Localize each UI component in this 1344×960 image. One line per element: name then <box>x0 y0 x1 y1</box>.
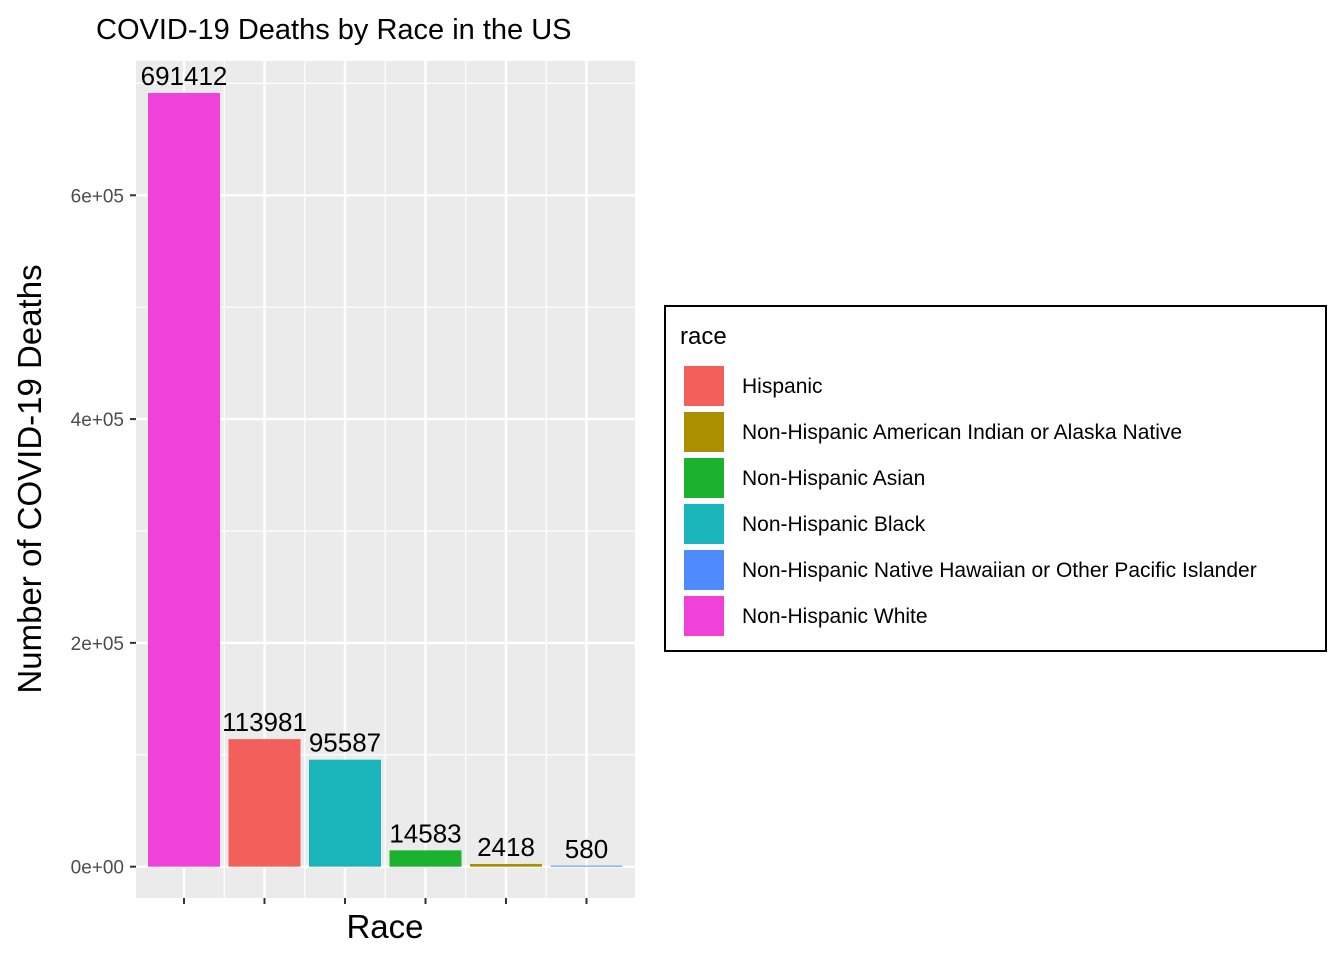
legend-title: race <box>680 323 727 350</box>
legend-label: Non-Hispanic White <box>742 605 928 628</box>
legend: race Hispanic Non-Hispanic American Indi… <box>664 305 1327 652</box>
bar-data-label: 580 <box>565 834 608 864</box>
legend-label: Non-Hispanic Black <box>742 513 926 536</box>
y-tick-label: 4e+05 <box>71 410 124 431</box>
legend-item-black: Non-Hispanic Black <box>682 502 1322 546</box>
legend-label: Hispanic <box>742 375 823 398</box>
y-tick-label: 0e+00 <box>71 858 124 879</box>
legend-item-american-indian: Non-Hispanic American Indian or Alaska N… <box>682 410 1322 454</box>
bar <box>550 865 623 867</box>
legend-label: Non-Hispanic American Indian or Alaska N… <box>742 421 1183 444</box>
legend-key-american-indian <box>682 410 726 454</box>
bar-data-label: 2418 <box>477 832 535 862</box>
bar <box>228 739 301 867</box>
y-axis-title: Number of COVID-19 Deaths <box>11 264 48 693</box>
y-axis: 0e+00 2e+05 4e+05 6e+05 <box>71 186 588 904</box>
chart-title: COVID-19 Deaths by Race in the US <box>96 14 571 46</box>
legend-label: Non-Hispanic Asian <box>742 467 926 490</box>
legend-key-pacific-islander <box>682 548 726 592</box>
y-tick-label: 6e+05 <box>71 186 124 207</box>
bar <box>148 92 220 867</box>
legend-key-black <box>682 502 726 546</box>
bar-data-label: 95587 <box>309 728 381 758</box>
legend-key-white <box>682 594 726 638</box>
bar <box>470 863 542 867</box>
bar-data-label: 691412 <box>141 61 228 91</box>
bar <box>389 850 462 867</box>
bar-data-label: 113981 <box>222 707 307 737</box>
bars <box>148 92 623 867</box>
bar <box>309 759 381 867</box>
legend-item-asian: Non-Hispanic Asian <box>682 456 1322 500</box>
legend-key-asian <box>682 456 726 500</box>
legend-label: Non-Hispanic Native Hawaiian or Other Pa… <box>742 559 1257 582</box>
legend-item-hispanic: Hispanic <box>682 364 1322 408</box>
y-tick-label: 2e+05 <box>71 634 124 655</box>
legend-item-pacific-islander: Non-Hispanic Native Hawaiian or Other Pa… <box>682 548 1322 592</box>
bar-data-label: 14583 <box>389 818 461 848</box>
legend-key-hispanic <box>682 364 726 408</box>
x-axis-title: Race <box>346 908 423 945</box>
legend-item-white: Non-Hispanic White <box>682 594 1322 638</box>
